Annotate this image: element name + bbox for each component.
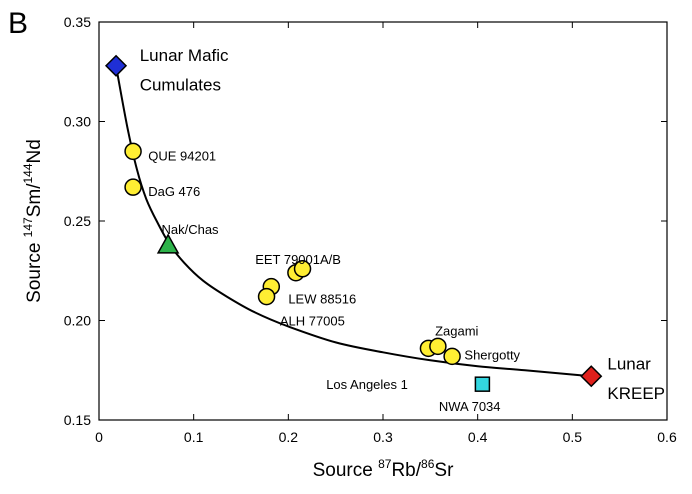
point-label: Lunar Mafic: [140, 46, 229, 65]
x-tick-label: 0.1: [184, 429, 204, 445]
data-point-circle: [443, 347, 461, 366]
point-labels: Lunar Mafic Cumulates QUE 94201 DaG 476 Nak/…: [140, 46, 665, 414]
y-tick-label: 0.20: [64, 313, 91, 329]
point-label: Nak/Chas: [161, 222, 219, 237]
x-tick-label: 0.6: [657, 429, 677, 445]
point-label: KREEP: [607, 384, 665, 403]
point-label: EET 79001A/B: [255, 252, 341, 267]
point-label: Lunar: [607, 354, 651, 373]
data-point-circle: [257, 287, 276, 306]
data-point-diamond: [104, 54, 128, 77]
axis-ticks: 0 0.1 0.2 0.3 0.4 0.5 0.6 0.15 0.20 0.25 0.30 0.35: [64, 14, 677, 445]
data-point-circle: [429, 337, 447, 356]
point-label: QUE 94201: [148, 148, 216, 163]
data-point-circle: [124, 142, 142, 161]
x-axis-label: Source 87Rb/86Sr: [313, 457, 454, 481]
x-tick-label: 0.5: [563, 429, 583, 445]
x-tick-label: 0.4: [468, 429, 488, 445]
data-point-circle: [293, 260, 312, 278]
point-label: LEW 88516: [288, 292, 356, 307]
data-point-circle: [124, 178, 142, 196]
y-tick-label: 0.35: [64, 14, 91, 30]
data-points: [104, 54, 603, 392]
point-label: ALH 77005: [280, 314, 345, 329]
point-label: Zagami: [435, 323, 478, 338]
point-label: Cumulates: [140, 76, 221, 95]
y-tick-label: 0.15: [64, 412, 91, 428]
y-axis-label: Source 147Sm/144Nd: [21, 139, 45, 303]
point-label: NWA 7034: [439, 399, 501, 414]
y-tick-label: 0.25: [64, 213, 91, 229]
point-label: Shergotty: [464, 347, 520, 362]
panel-label: B: [8, 7, 28, 40]
x-tick-label: 0.3: [373, 429, 393, 445]
y-tick-label: 0.30: [64, 114, 91, 130]
data-point-square: [474, 376, 491, 392]
point-label: DaG 476: [148, 184, 200, 199]
data-point-triangle: [156, 233, 180, 254]
x-tick-label: 0.2: [279, 429, 299, 445]
data-point-diamond: [580, 365, 603, 388]
x-tick-label: 0: [95, 429, 103, 445]
point-label: Los Angeles 1: [326, 377, 408, 392]
